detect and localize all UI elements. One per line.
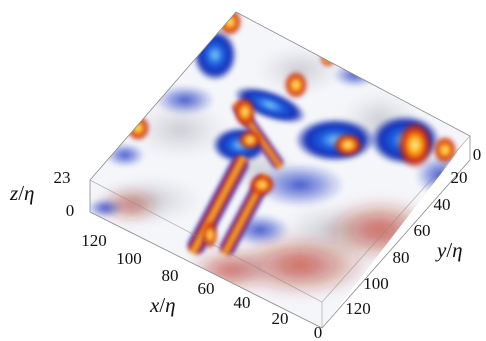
y-tick-label: 100	[363, 274, 389, 293]
z-tick-label: 0	[66, 201, 75, 220]
y-tick-label: 20	[451, 168, 468, 187]
z-axis: 23 0 z/η	[9, 168, 74, 220]
volume-rendering	[90, 12, 470, 328]
z-axis-label-slash: /	[18, 181, 24, 205]
y-tick-label: 60	[414, 221, 431, 240]
y-tick-label: 80	[393, 248, 410, 267]
x-axis-label: x/η	[149, 293, 176, 317]
x-axis-label-slash: /	[159, 293, 165, 317]
y-tick-label: 0	[473, 145, 482, 164]
x-tick-label: 80	[162, 266, 179, 285]
x-tick-label: 60	[198, 279, 215, 298]
z-axis-label: z/η	[9, 181, 34, 205]
y-tick-label: 40	[434, 195, 451, 214]
x-tick-label: 0	[314, 323, 323, 341]
z-tick-label: 23	[54, 168, 71, 187]
x-tick-label: 100	[116, 249, 142, 268]
z-axis-label-scale: η	[24, 181, 34, 205]
x-axis-label-var: x	[149, 293, 160, 317]
y-axis: 0 20 40 60 80 100 120 y/η	[345, 145, 481, 318]
x-tick-label: 20	[272, 309, 289, 328]
x-tick-label: 40	[234, 293, 251, 312]
y-axis-label-scale: η	[452, 238, 462, 262]
y-axis-label: y/η	[435, 238, 463, 262]
y-axis-label-var: y	[435, 238, 447, 262]
y-axis-label-slash: /	[446, 238, 452, 262]
y-tick-label: 120	[345, 299, 371, 318]
x-tick-label: 120	[81, 231, 107, 250]
bounding-box	[89, 11, 471, 329]
z-axis-label-var: z	[9, 181, 18, 205]
x-axis: 120 100 80 60 40 20 0 x/η	[81, 231, 322, 341]
x-axis-label-scale: η	[165, 293, 175, 317]
